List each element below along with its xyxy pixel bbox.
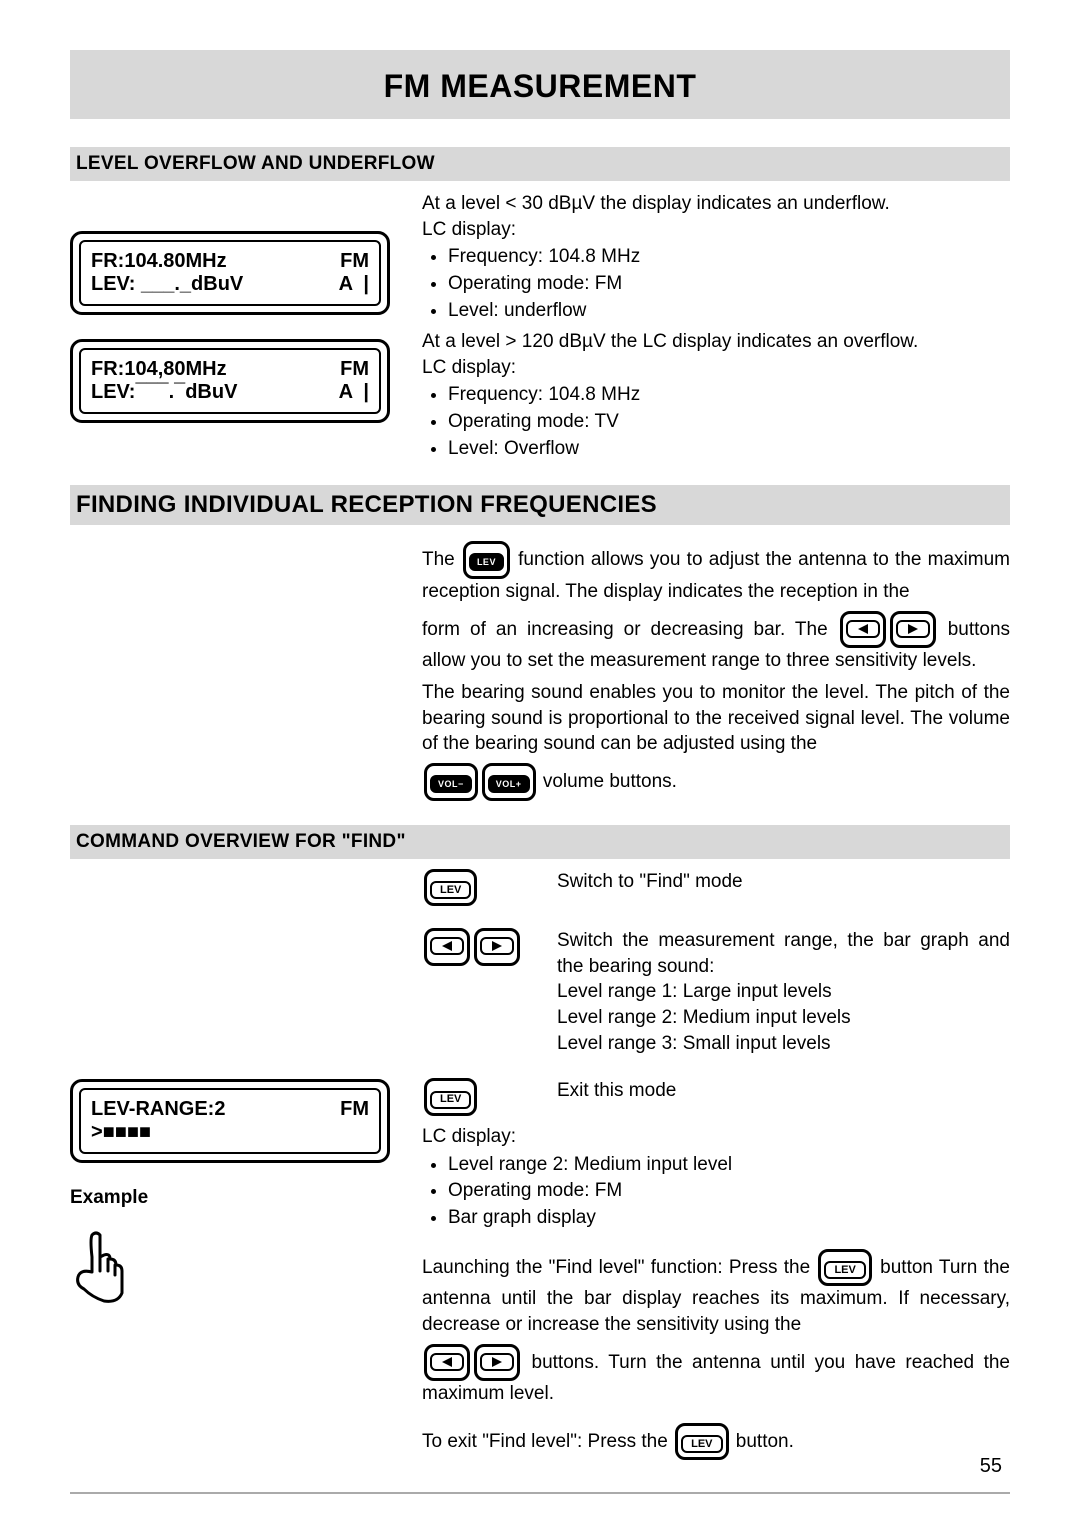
- list-item: Frequency: 104.8 MHz: [448, 244, 1010, 270]
- cmd-desc: Level range 3: Small input levels: [557, 1031, 1010, 1057]
- left-arrow-button-icon: [424, 1344, 470, 1382]
- cmd-desc: Exit this mode: [557, 1078, 1010, 1116]
- paragraph: form of an increasing or decreasing bar.…: [422, 611, 1010, 674]
- right-arrow-button-icon: [474, 928, 520, 966]
- lcd-text: A |: [339, 381, 369, 404]
- text: volume buttons.: [543, 771, 677, 792]
- footer-divider: [70, 1492, 1010, 1494]
- text: To exit "Find level": Press the: [422, 1431, 673, 1452]
- lcd-text: FR:104.80MHz: [91, 250, 227, 273]
- right-arrow-button-icon: [474, 1344, 520, 1382]
- text: Launching the "Find level" function: Pre…: [422, 1256, 816, 1277]
- paragraph: The bearing sound enables you to monitor…: [422, 680, 1010, 757]
- paragraph: To exit "Find level": Press the LEV butt…: [422, 1423, 1010, 1461]
- lcd-text: FM: [340, 1098, 369, 1121]
- section-label: COMMAND OVERVIEW FOR "FIND": [76, 831, 406, 852]
- lcd-text: >■■■■: [91, 1121, 151, 1144]
- lcd-text: A |: [339, 273, 369, 296]
- bullet-list: Frequency: 104.8 MHz Operating mode: TV …: [422, 382, 1010, 461]
- lcd-find: LEV-RANGE:2 FM >■■■■: [70, 1079, 390, 1163]
- page-title-band: FM MEASUREMENT: [70, 50, 1010, 119]
- cmd-desc: Level range 1: Large input levels: [557, 979, 1010, 1005]
- example-label: Example: [70, 1187, 390, 1209]
- text: button.: [736, 1431, 794, 1452]
- paragraph: buttons. Turn the antenna until you have…: [422, 1344, 1010, 1407]
- lev-button-icon: LEV: [424, 869, 477, 907]
- text: LC display:: [422, 355, 1010, 381]
- vol-minus-button-icon: VOL−: [424, 763, 478, 801]
- pointing-hand-icon: [70, 1227, 390, 1322]
- section-label: LEVEL OVERFLOW AND UNDERFLOW: [76, 153, 435, 174]
- section-header-overflow: LEVEL OVERFLOW AND UNDERFLOW: [70, 147, 1010, 181]
- lcd-text: LEV:¯¯¯.¯dBuV: [91, 381, 237, 404]
- list-item: Level range 2: Medium input level: [448, 1152, 1010, 1178]
- text: The: [422, 549, 461, 570]
- paragraph: Launching the "Find level" function: Pre…: [422, 1249, 1010, 1338]
- section-label: FINDING INDIVIDUAL RECEPTION FREQUENCIES: [76, 491, 657, 518]
- lev-button-icon: LEV: [463, 541, 510, 579]
- list-item: Bar graph display: [448, 1205, 1010, 1231]
- paragraph: VOL− VOL+ volume buttons.: [422, 763, 1010, 801]
- lcd-text: LEV-RANGE:2: [91, 1098, 225, 1121]
- lev-button-icon: LEV: [424, 1078, 477, 1116]
- left-arrow-button-icon: [840, 611, 886, 649]
- text: function allows you to adjust the antenn…: [422, 549, 1010, 602]
- lcd-text: FM: [340, 250, 369, 273]
- lev-button-icon: LEV: [675, 1423, 728, 1461]
- cmd-desc: Switch to "Find" mode: [557, 869, 1010, 907]
- vol-plus-button-icon: VOL+: [482, 763, 536, 801]
- button-label: VOL−: [430, 775, 472, 793]
- right-arrow-button-icon: [890, 611, 936, 649]
- text: At a level < 30 dBµV the display indicat…: [422, 191, 1010, 217]
- bullet-list: Frequency: 104.8 MHz Operating mode: FM …: [422, 244, 1010, 323]
- button-label: VOL+: [488, 775, 530, 793]
- button-label: LEV: [469, 553, 504, 571]
- lcd-text: LEV: ___._dBuV: [91, 273, 243, 296]
- list-item: Frequency: 104.8 MHz: [448, 382, 1010, 408]
- page-number: 55: [980, 1455, 1002, 1478]
- page-title: FM MEASUREMENT: [70, 68, 1010, 105]
- button-label: LEV: [430, 881, 471, 899]
- cmd-desc: Switch the measurement range, the bar gr…: [557, 928, 1010, 979]
- button-label: LEV: [824, 1261, 865, 1279]
- lcd-text: FR:104,80MHz: [91, 358, 227, 381]
- text: At a level > 120 dBµV the LC display ind…: [422, 329, 1010, 355]
- list-item: Operating mode: TV: [448, 409, 1010, 435]
- bullet-list: Level range 2: Medium input level Operat…: [422, 1152, 1010, 1231]
- button-label: LEV: [681, 1435, 722, 1453]
- cmd-desc: Level range 2: Medium input levels: [557, 1005, 1010, 1031]
- list-item: Operating mode: FM: [448, 1178, 1010, 1204]
- button-label: LEV: [430, 1091, 471, 1109]
- text: form of an increasing or decreasing bar.…: [422, 619, 838, 640]
- text: LC display:: [422, 1124, 1010, 1150]
- list-item: Operating mode: FM: [448, 271, 1010, 297]
- lcd-text: FM: [340, 358, 369, 381]
- lcd-overflow: FR:104,80MHz FM LEV:¯¯¯.¯dBuV A |: [70, 339, 390, 423]
- section-header-finding: FINDING INDIVIDUAL RECEPTION FREQUENCIES: [70, 485, 1010, 525]
- lcd-underflow: FR:104.80MHz FM LEV: ___._dBuV A |: [70, 231, 390, 315]
- paragraph: The LEV function allows you to adjust th…: [422, 541, 1010, 604]
- left-arrow-button-icon: [424, 928, 470, 966]
- list-item: Level: Overflow: [448, 436, 1010, 462]
- lev-button-icon: LEV: [818, 1249, 871, 1287]
- list-item: Level: underflow: [448, 298, 1010, 324]
- text: LC display:: [422, 217, 1010, 243]
- section-header-command: COMMAND OVERVIEW FOR "FIND": [70, 825, 1010, 859]
